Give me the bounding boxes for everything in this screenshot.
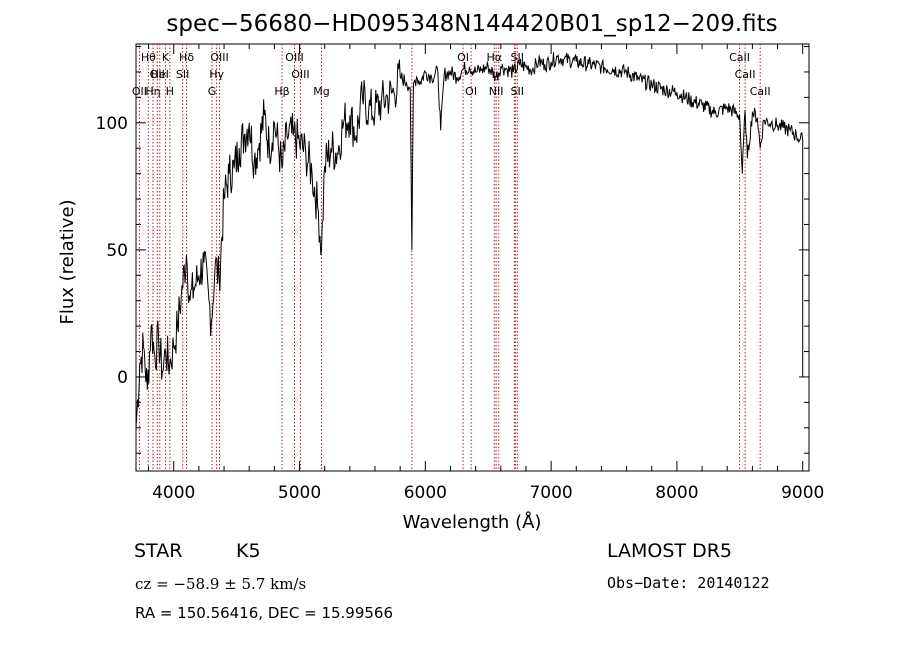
spectral-line-label: Hγ (209, 68, 224, 81)
spectral-line-label: Mg (313, 85, 329, 98)
spectral-line-label: SII (511, 51, 524, 64)
spectral-line-label: CaII (750, 85, 771, 98)
x-tick-label: 8000 (655, 483, 698, 503)
y-tick-label: 50 (106, 241, 128, 261)
y-tick-label: 100 (96, 114, 128, 134)
y-axis-label: Flux (relative) (57, 199, 78, 324)
spectral-line-label: K (162, 51, 170, 64)
spectral-line-label: Hδ (179, 51, 194, 64)
spectral-line-label: G (208, 85, 217, 98)
spectrum-line (135, 52, 804, 428)
axis-ticks (136, 44, 809, 471)
coordinates: RA = 150.56416, DEC = 15.99566 (135, 604, 394, 622)
spectral-line-label: OIII (285, 51, 303, 64)
survey-name: LAMOST DR5 (607, 540, 732, 562)
spectral-line-label: Hη (145, 85, 160, 98)
spectral-line-label: CaII (735, 68, 756, 81)
spectral-line-label: OI (457, 51, 469, 64)
x-tick-label: 7000 (529, 483, 572, 503)
redshift-cz: cz = −58.9 ± 5.7 km/s (135, 575, 307, 593)
object-class: STAR (134, 540, 183, 562)
spectral-line-label: OII (132, 85, 147, 98)
spectral-line-label: Hβ (274, 85, 289, 98)
spectral-line-label: OIII (291, 68, 309, 81)
spectral-line-label: NII (489, 85, 504, 98)
spectral-line-label: OII (150, 68, 165, 81)
obs-date: Obs−Date: 20140122 (607, 574, 770, 592)
x-tick-label: 9000 (781, 483, 824, 503)
spectral-line-label: HeI (151, 68, 169, 81)
line-markers (138, 44, 761, 471)
spectral-line-label: OI (465, 85, 477, 98)
x-axis-label: Wavelength (Å) (403, 511, 542, 533)
x-tick-label: 4000 (152, 483, 195, 503)
spectral-line-label: OIII (210, 51, 228, 64)
y-tick-label: 0 (117, 368, 128, 388)
plot-frame (135, 43, 810, 472)
spectral-line-label: H (166, 85, 174, 98)
tick-labels: 4000 5000 6000 7000 8000 9000 0 50 100 (96, 114, 825, 503)
subclass: K5 (236, 540, 261, 562)
x-tick-label: 6000 (404, 483, 447, 503)
spectral-line-label: SII (176, 68, 189, 81)
spectral-line-label: CaII (729, 51, 750, 64)
spectral-line-label: SII (511, 85, 524, 98)
chart-title: spec−56680−HD095348N144420B01_sp12−209.f… (166, 11, 777, 37)
spectral-line-label: Hα (486, 51, 502, 64)
spectral-line-label: Hθ (141, 51, 156, 64)
x-tick-label: 5000 (278, 483, 321, 503)
